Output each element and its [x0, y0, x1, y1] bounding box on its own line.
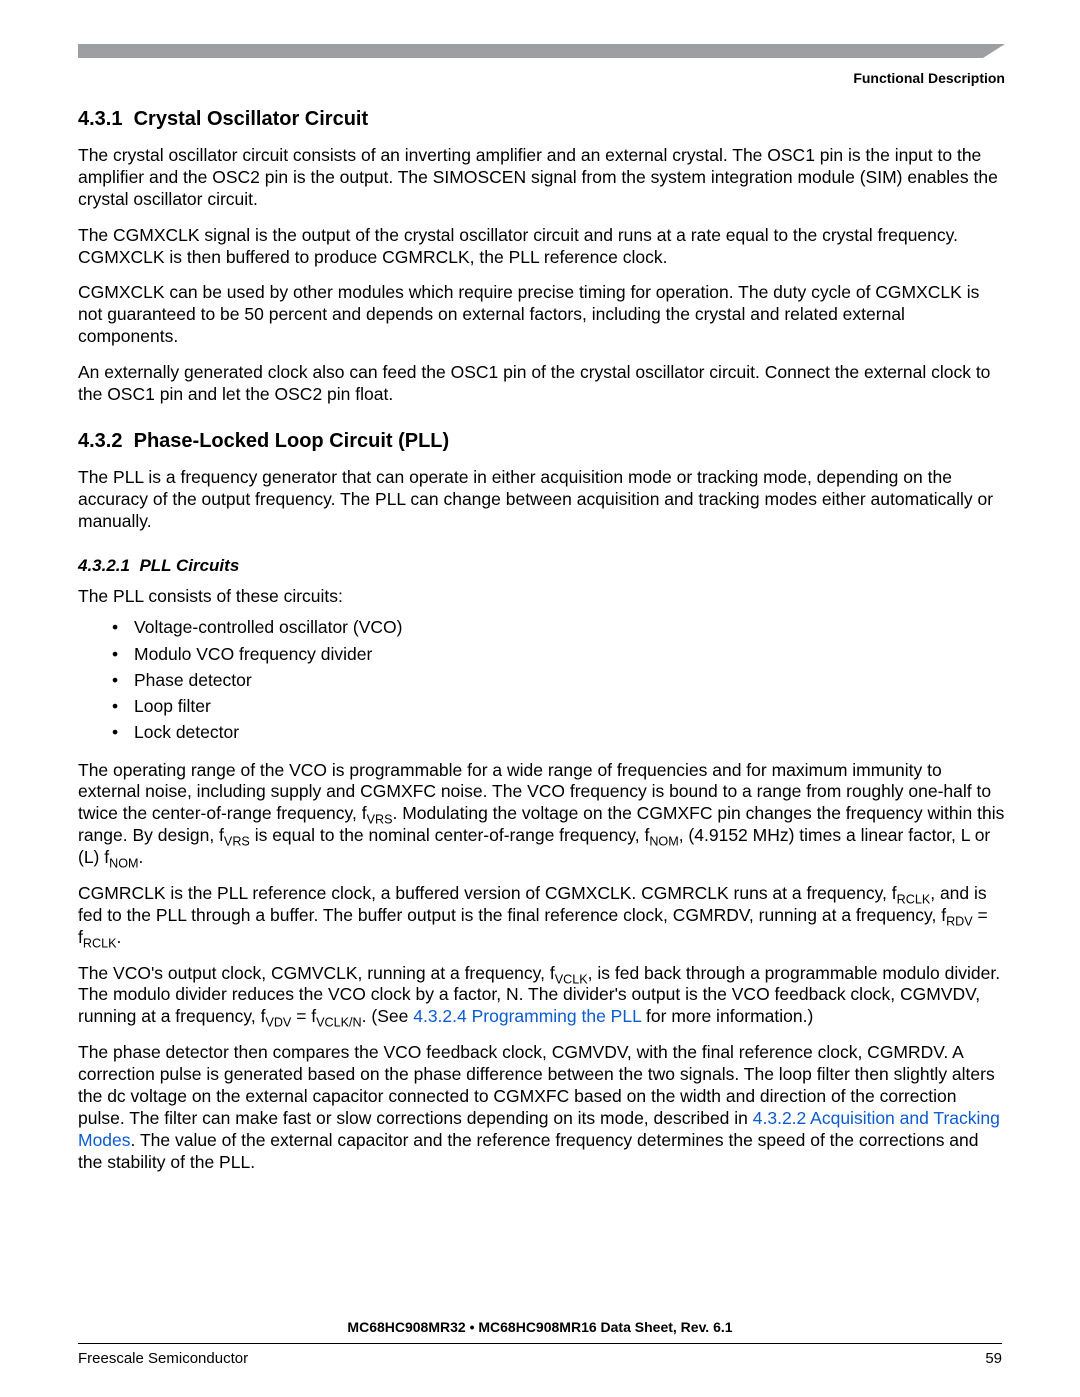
section-heading-431: 4.3.1 Crystal Oscillator Circuit: [78, 108, 1005, 131]
section-title: Phase-Locked Loop Circuit (PLL): [134, 430, 450, 452]
subscript: VDV: [265, 1016, 291, 1030]
paragraph: The crystal oscillator circuit consists …: [78, 145, 1005, 211]
paragraph: The phase detector then compares the VCO…: [78, 1042, 1005, 1173]
section-heading-432: 4.3.2 Phase-Locked Loop Circuit (PLL): [78, 430, 1005, 453]
text-run: . The value of the external capacitor an…: [78, 1130, 979, 1172]
footer-page-number: 59: [985, 1350, 1002, 1367]
list-item: Loop filter: [134, 693, 1005, 719]
footer-company: Freescale Semiconductor: [78, 1350, 248, 1367]
paragraph: CGMRCLK is the PLL reference clock, a bu…: [78, 883, 1005, 949]
section-number: 4.3.1: [78, 108, 122, 130]
page-footer: MC68HC908MR32 • MC68HC908MR16 Data Sheet…: [78, 1319, 1002, 1367]
text-run: The VCO's output clock, CGMVCLK, running…: [78, 963, 555, 983]
section-number: 4.3.2: [78, 430, 122, 452]
paragraph: The PLL consists of these circuits:: [78, 586, 1005, 608]
text-run: .: [116, 927, 121, 947]
circuit-list: Voltage-controlled oscillator (VCO) Modu…: [78, 614, 1005, 745]
subsection-heading-4321: 4.3.2.1 PLL Circuits: [78, 556, 1005, 576]
paragraph: An externally generated clock also can f…: [78, 362, 1005, 406]
subscript: NOM: [649, 835, 678, 849]
paragraph: CGMXCLK can be used by other modules whi…: [78, 282, 1005, 348]
subscript: VRS: [224, 835, 250, 849]
text-run: CGMRCLK is the PLL reference clock, a bu…: [78, 883, 897, 903]
text-run: = f: [291, 1006, 316, 1026]
section-title: Crystal Oscillator Circuit: [134, 108, 369, 130]
subscript: RDV: [946, 914, 973, 928]
subscript: NOM: [109, 857, 138, 871]
page: Functional Description 4.3.1 Crystal Osc…: [0, 0, 1080, 1397]
footer-doc-title: MC68HC908MR32 • MC68HC908MR16 Data Sheet…: [78, 1319, 1002, 1335]
list-item: Modulo VCO frequency divider: [134, 641, 1005, 667]
text-run: is equal to the nominal center-of-range …: [250, 825, 649, 845]
paragraph: The VCO's output clock, CGMVCLK, running…: [78, 963, 1005, 1029]
text-run: for more information.): [641, 1006, 813, 1026]
text-run: .: [139, 847, 144, 867]
xref-link-programming-pll[interactable]: 4.3.2.4 Programming the PLL: [413, 1006, 641, 1026]
subscript: RCLK: [83, 936, 117, 950]
list-item: Lock detector: [134, 719, 1005, 745]
subsection-number: 4.3.2.1: [78, 556, 130, 575]
paragraph: The operating range of the VCO is progra…: [78, 760, 1005, 869]
text-run: . (See: [362, 1006, 414, 1026]
subscript: VCLK/N: [316, 1016, 362, 1030]
running-header: Functional Description: [78, 70, 1005, 86]
list-item: Phase detector: [134, 667, 1005, 693]
top-decorative-band: [78, 44, 1005, 58]
subsection-title: PLL Circuits: [139, 556, 239, 575]
footer-rule: [78, 1343, 1002, 1344]
paragraph: The PLL is a frequency generator that ca…: [78, 467, 1005, 533]
paragraph: The CGMXCLK signal is the output of the …: [78, 225, 1005, 269]
list-item: Voltage-controlled oscillator (VCO): [134, 614, 1005, 640]
